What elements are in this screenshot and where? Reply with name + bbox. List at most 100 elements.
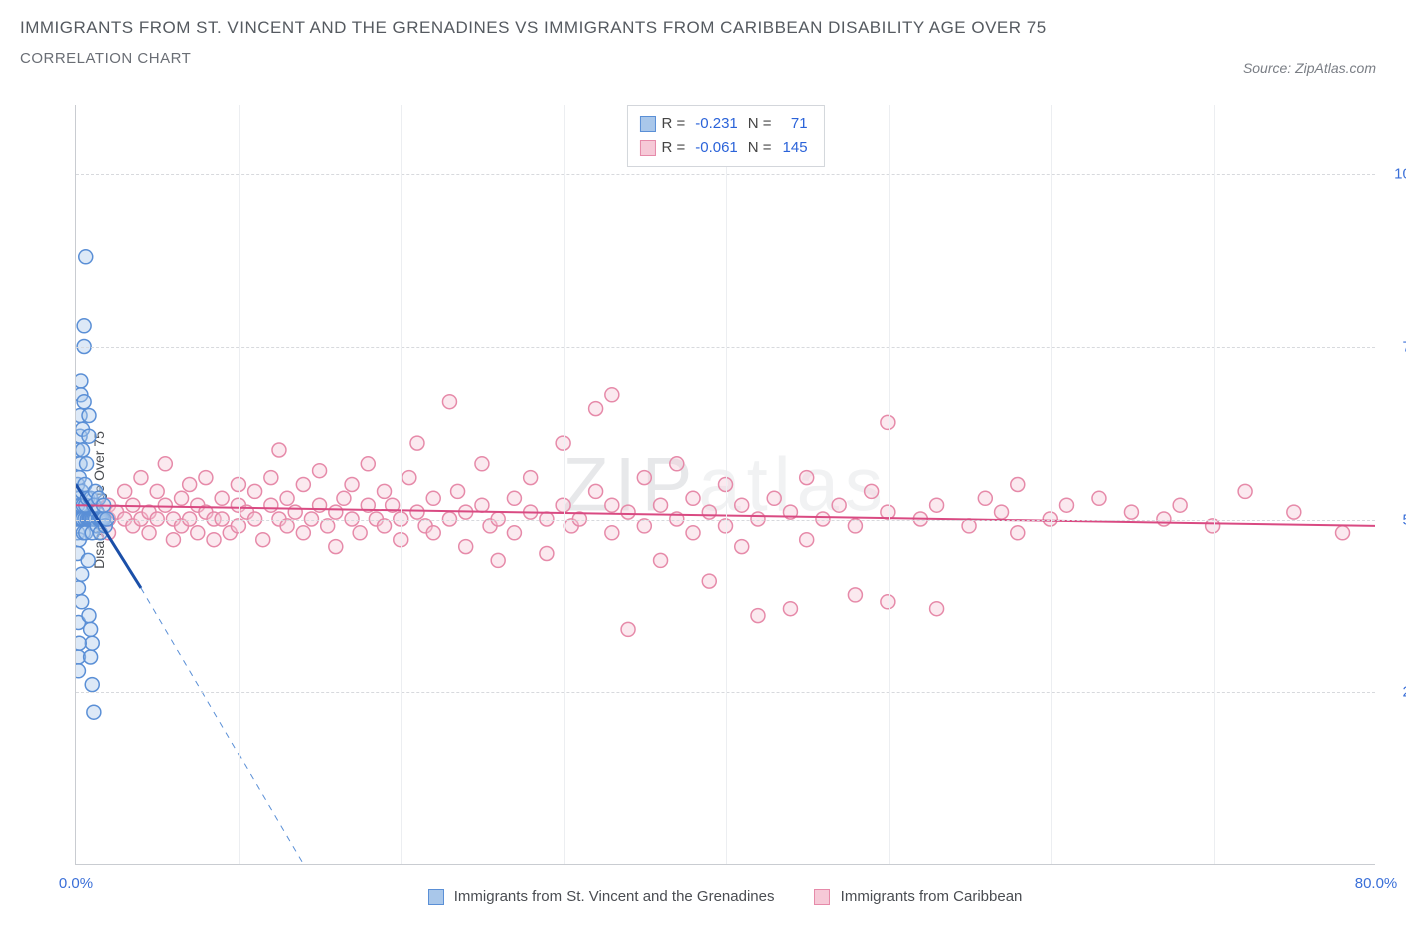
scatter-point — [175, 491, 189, 505]
scatter-point — [329, 505, 343, 519]
scatter-point — [82, 609, 96, 623]
swatch-series-1 — [428, 889, 444, 905]
scatter-point — [77, 395, 91, 409]
scatter-point — [637, 519, 651, 533]
source-attribution: Source: ZipAtlas.com — [1243, 60, 1376, 76]
y-tick-label: 75.0% — [1385, 338, 1406, 355]
scatter-point — [605, 526, 619, 540]
scatter-point — [158, 498, 172, 512]
gridline-vertical — [401, 105, 402, 864]
scatter-point — [76, 595, 89, 609]
scatter-point — [378, 484, 392, 498]
bottom-legend: Immigrants from St. Vincent and the Gren… — [75, 888, 1375, 905]
scatter-point — [1124, 505, 1138, 519]
chart-title-line1: IMMIGRANTS FROM ST. VINCENT AND THE GREN… — [20, 18, 1386, 38]
scatter-point — [1336, 526, 1350, 540]
scatter-point — [85, 678, 99, 692]
scatter-point — [313, 464, 327, 478]
scatter-point — [76, 636, 86, 650]
r-value-2: -0.061 — [691, 136, 742, 160]
scatter-point — [605, 498, 619, 512]
scatter-point — [280, 491, 294, 505]
scatter-point — [621, 505, 635, 519]
swatch-series-1 — [639, 116, 655, 132]
scatter-point — [491, 553, 505, 567]
swatch-series-2 — [639, 140, 655, 156]
scatter-point — [87, 705, 101, 719]
legend-label-2: Immigrants from Caribbean — [841, 888, 1023, 905]
scatter-point — [1011, 526, 1025, 540]
gridline-vertical — [1051, 105, 1052, 864]
scatter-point — [158, 457, 172, 471]
scatter-point — [84, 622, 98, 636]
scatter-point — [589, 484, 603, 498]
scatter-point — [848, 588, 862, 602]
gridline-vertical — [726, 105, 727, 864]
scatter-point — [735, 498, 749, 512]
scatter-point — [475, 498, 489, 512]
y-tick-label: 100.0% — [1385, 166, 1406, 183]
scatter-point — [1092, 491, 1106, 505]
scatter-point — [84, 650, 98, 664]
scatter-point — [686, 491, 700, 505]
scatter-point — [142, 526, 156, 540]
chart-container: Disability Age Over 75 ZIPatlas R = -0.2… — [20, 95, 1386, 905]
scatter-point — [207, 533, 221, 547]
scatter-point — [76, 567, 89, 581]
scatter-point — [767, 491, 781, 505]
gridline-vertical — [1214, 105, 1215, 864]
scatter-point — [199, 471, 213, 485]
scatter-point — [735, 540, 749, 554]
scatter-point — [76, 664, 85, 678]
swatch-series-2 — [814, 889, 830, 905]
n-value-1: 71 — [778, 112, 812, 136]
scatter-point — [345, 478, 359, 492]
n-value-2: 145 — [778, 136, 812, 160]
scatter-point — [459, 540, 473, 554]
scatter-point — [848, 519, 862, 533]
scatter-point — [540, 547, 554, 561]
scatter-point — [1059, 498, 1073, 512]
r-value-1: -0.231 — [691, 112, 742, 136]
scatter-point — [134, 471, 148, 485]
scatter-point — [82, 409, 96, 423]
scatter-point — [475, 457, 489, 471]
scatter-point — [930, 498, 944, 512]
scatter-point — [296, 526, 310, 540]
scatter-point — [77, 319, 91, 333]
scatter-point — [751, 609, 765, 623]
scatter-point — [150, 484, 164, 498]
scatter-point — [832, 498, 846, 512]
scatter-point — [637, 471, 651, 485]
scatter-point — [264, 498, 278, 512]
scatter-point — [248, 484, 262, 498]
scatter-point — [800, 471, 814, 485]
n-label: N = — [748, 112, 772, 136]
legend-item-1: Immigrants from St. Vincent and the Gren… — [428, 888, 775, 905]
scatter-point — [589, 402, 603, 416]
scatter-point — [272, 443, 286, 457]
scatter-point — [76, 581, 85, 595]
chart-title-line2: CORRELATION CHART — [20, 50, 1386, 67]
scatter-point — [183, 478, 197, 492]
scatter-point — [442, 395, 456, 409]
scatter-point — [670, 457, 684, 471]
scatter-point — [76, 443, 89, 457]
scatter-point — [426, 491, 440, 505]
scatter-point — [191, 526, 205, 540]
y-tick-label: 25.0% — [1385, 684, 1406, 701]
scatter-point — [166, 533, 180, 547]
scatter-point — [686, 526, 700, 540]
scatter-point — [353, 526, 367, 540]
scatter-point — [410, 436, 424, 450]
trend-line-series-1-dashed — [141, 588, 303, 864]
scatter-point — [118, 484, 132, 498]
scatter-point — [378, 519, 392, 533]
scatter-point — [337, 491, 351, 505]
scatter-point — [426, 526, 440, 540]
scatter-point — [702, 574, 716, 588]
scatter-point — [329, 540, 343, 554]
legend-item-2: Immigrants from Caribbean — [814, 888, 1022, 905]
scatter-point — [280, 519, 294, 533]
scatter-point — [80, 457, 94, 471]
